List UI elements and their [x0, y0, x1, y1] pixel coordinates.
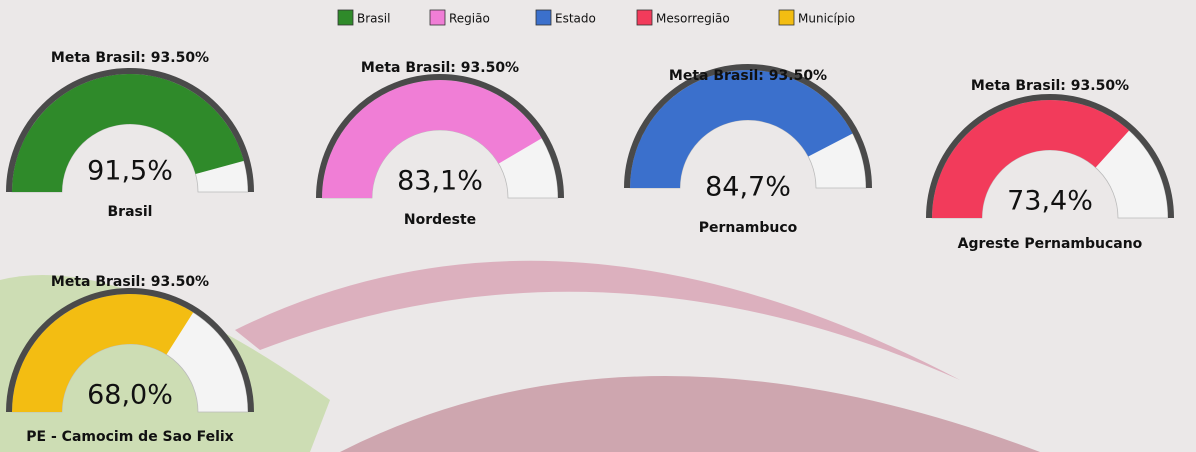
gauge-title: Meta Brasil: 93.50%	[51, 50, 209, 66]
gauge-title: Meta Brasil: 93.50%	[361, 60, 519, 76]
gauge-value: 73,4%	[1007, 186, 1093, 217]
legend-label: Município	[798, 12, 855, 26]
legend-label: Região	[449, 12, 490, 26]
gauge-fill	[322, 80, 542, 198]
gauge-fill	[12, 73, 244, 192]
legend-swatch	[636, 9, 653, 26]
legend-label: Brasil	[357, 12, 390, 26]
gauge-label: Nordeste	[404, 212, 476, 228]
legend-swatch	[337, 9, 354, 26]
gauge-rim	[316, 74, 564, 199]
gauge-rim	[926, 94, 1174, 219]
gauge-value: 91,5%	[87, 156, 173, 187]
gauge-rim	[6, 68, 254, 193]
gauge-value: 84,7%	[705, 172, 791, 203]
legend-label: Mesorregião	[656, 12, 730, 26]
gauge-fill	[630, 70, 853, 188]
gauge-label: Pernambuco	[699, 220, 798, 236]
gauge-label: Brasil	[108, 204, 153, 220]
gauge-rim	[6, 288, 254, 413]
decor-swoosh	[235, 260, 960, 380]
gauge-title: Meta Brasil: 93.50%	[669, 68, 827, 84]
legend-swatch	[429, 9, 446, 26]
gauge-fill	[932, 100, 1130, 218]
gauge-label: PE - Camocim de Sao Felix	[26, 429, 233, 445]
legend-label: Estado	[555, 12, 596, 26]
gauge-label: Agreste Pernambucano	[958, 236, 1143, 252]
gauge-value: 68,0%	[87, 380, 173, 411]
legend-swatch	[535, 9, 552, 26]
gauge-title: Meta Brasil: 93.50%	[971, 78, 1129, 94]
gauge-fill	[12, 294, 194, 412]
gauge-title: Meta Brasil: 93.50%	[51, 274, 209, 290]
gauge-value: 83,1%	[397, 166, 483, 197]
gauge-rim	[624, 64, 872, 189]
legend-swatch	[778, 9, 795, 26]
decor-swoosh	[340, 376, 1040, 452]
